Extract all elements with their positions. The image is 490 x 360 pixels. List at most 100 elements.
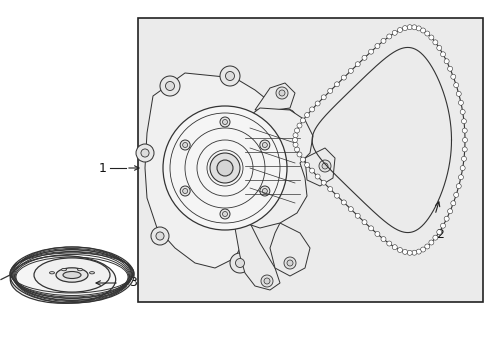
Circle shape — [375, 231, 380, 237]
Circle shape — [342, 75, 346, 80]
Circle shape — [368, 49, 373, 54]
Circle shape — [462, 119, 466, 124]
Circle shape — [392, 30, 397, 35]
Circle shape — [407, 25, 412, 30]
Circle shape — [375, 44, 380, 49]
Ellipse shape — [34, 258, 110, 292]
Ellipse shape — [77, 269, 82, 271]
Circle shape — [180, 140, 190, 150]
Circle shape — [451, 74, 456, 79]
Circle shape — [180, 186, 190, 196]
Circle shape — [392, 245, 397, 250]
Circle shape — [381, 237, 386, 242]
Circle shape — [397, 248, 402, 252]
Circle shape — [315, 174, 320, 179]
Circle shape — [289, 179, 297, 187]
Ellipse shape — [56, 268, 88, 282]
Ellipse shape — [220, 66, 240, 86]
Circle shape — [463, 138, 467, 143]
Circle shape — [425, 31, 430, 36]
Ellipse shape — [284, 174, 302, 192]
Circle shape — [322, 163, 328, 169]
Circle shape — [342, 200, 346, 205]
Polygon shape — [233, 108, 313, 228]
Circle shape — [454, 83, 459, 87]
Circle shape — [368, 226, 373, 231]
Ellipse shape — [10, 256, 116, 303]
Ellipse shape — [49, 272, 54, 274]
Circle shape — [305, 113, 310, 118]
Circle shape — [163, 106, 287, 230]
Circle shape — [156, 232, 164, 240]
Circle shape — [183, 189, 188, 194]
Polygon shape — [305, 148, 335, 186]
Text: 2: 2 — [436, 228, 444, 241]
Circle shape — [462, 147, 467, 152]
Circle shape — [451, 201, 456, 206]
Ellipse shape — [90, 272, 95, 274]
Circle shape — [456, 184, 461, 189]
Circle shape — [293, 142, 298, 147]
Polygon shape — [270, 223, 310, 276]
Ellipse shape — [160, 76, 180, 96]
Circle shape — [319, 160, 331, 172]
Circle shape — [262, 189, 268, 194]
Circle shape — [276, 87, 288, 99]
Circle shape — [300, 118, 305, 123]
Circle shape — [355, 213, 360, 218]
Circle shape — [355, 62, 360, 67]
Ellipse shape — [151, 227, 169, 245]
Circle shape — [387, 34, 392, 39]
Circle shape — [220, 209, 230, 219]
Circle shape — [315, 101, 320, 106]
Circle shape — [262, 143, 268, 148]
Circle shape — [459, 175, 464, 180]
Circle shape — [217, 160, 233, 176]
Circle shape — [462, 128, 467, 133]
Circle shape — [321, 180, 326, 185]
Circle shape — [294, 128, 299, 133]
Circle shape — [310, 107, 315, 112]
Circle shape — [328, 89, 333, 93]
Circle shape — [429, 240, 434, 245]
Circle shape — [456, 91, 461, 96]
Circle shape — [362, 220, 367, 225]
Circle shape — [335, 82, 340, 87]
Ellipse shape — [62, 269, 67, 271]
Circle shape — [444, 59, 449, 64]
Circle shape — [416, 249, 421, 254]
Circle shape — [141, 149, 149, 157]
Circle shape — [416, 26, 421, 31]
Circle shape — [441, 223, 445, 228]
Circle shape — [433, 235, 438, 240]
Bar — [138, 18, 483, 302]
Ellipse shape — [278, 109, 296, 127]
Circle shape — [310, 168, 315, 173]
Circle shape — [220, 117, 230, 127]
Circle shape — [437, 230, 442, 235]
Circle shape — [321, 95, 326, 100]
Circle shape — [433, 40, 438, 45]
Circle shape — [412, 25, 417, 30]
Circle shape — [447, 209, 453, 214]
Circle shape — [362, 55, 367, 60]
Circle shape — [402, 26, 408, 31]
Circle shape — [381, 39, 386, 44]
Circle shape — [222, 212, 227, 216]
Circle shape — [210, 153, 240, 183]
Circle shape — [459, 100, 464, 105]
Polygon shape — [235, 223, 280, 290]
Circle shape — [348, 68, 353, 73]
Circle shape — [335, 193, 340, 198]
Circle shape — [460, 166, 465, 171]
Circle shape — [412, 250, 417, 255]
Circle shape — [166, 81, 174, 90]
Circle shape — [441, 52, 445, 57]
Circle shape — [454, 192, 459, 197]
Circle shape — [260, 186, 270, 196]
Circle shape — [236, 258, 245, 267]
Circle shape — [387, 241, 392, 246]
Circle shape — [420, 247, 426, 252]
Circle shape — [225, 72, 235, 81]
Polygon shape — [255, 83, 295, 110]
